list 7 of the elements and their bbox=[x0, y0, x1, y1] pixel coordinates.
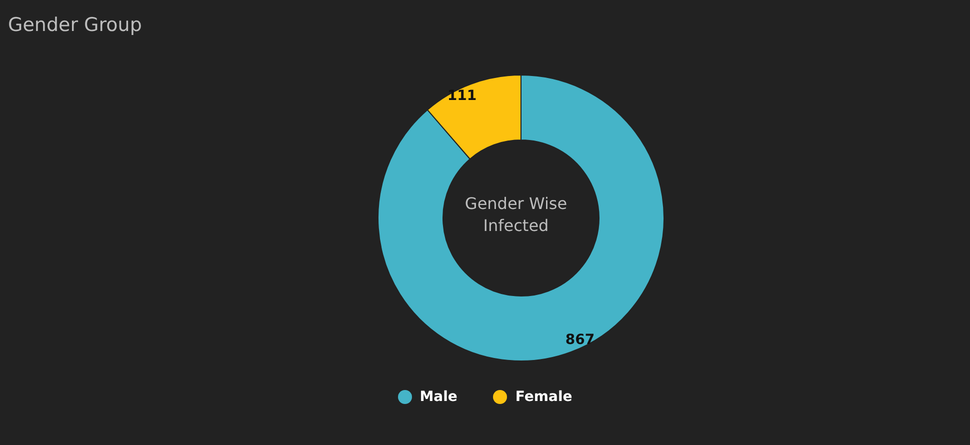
text: Gender Wise Infected bbox=[464, 194, 568, 235]
legend-label: Male bbox=[420, 389, 458, 405]
data-label: 111 bbox=[447, 88, 477, 104]
legend-label: Female bbox=[515, 389, 572, 405]
data-label: 867 bbox=[565, 332, 595, 348]
donut-slice bbox=[378, 74, 664, 362]
text: Gender Group bbox=[8, 14, 142, 36]
